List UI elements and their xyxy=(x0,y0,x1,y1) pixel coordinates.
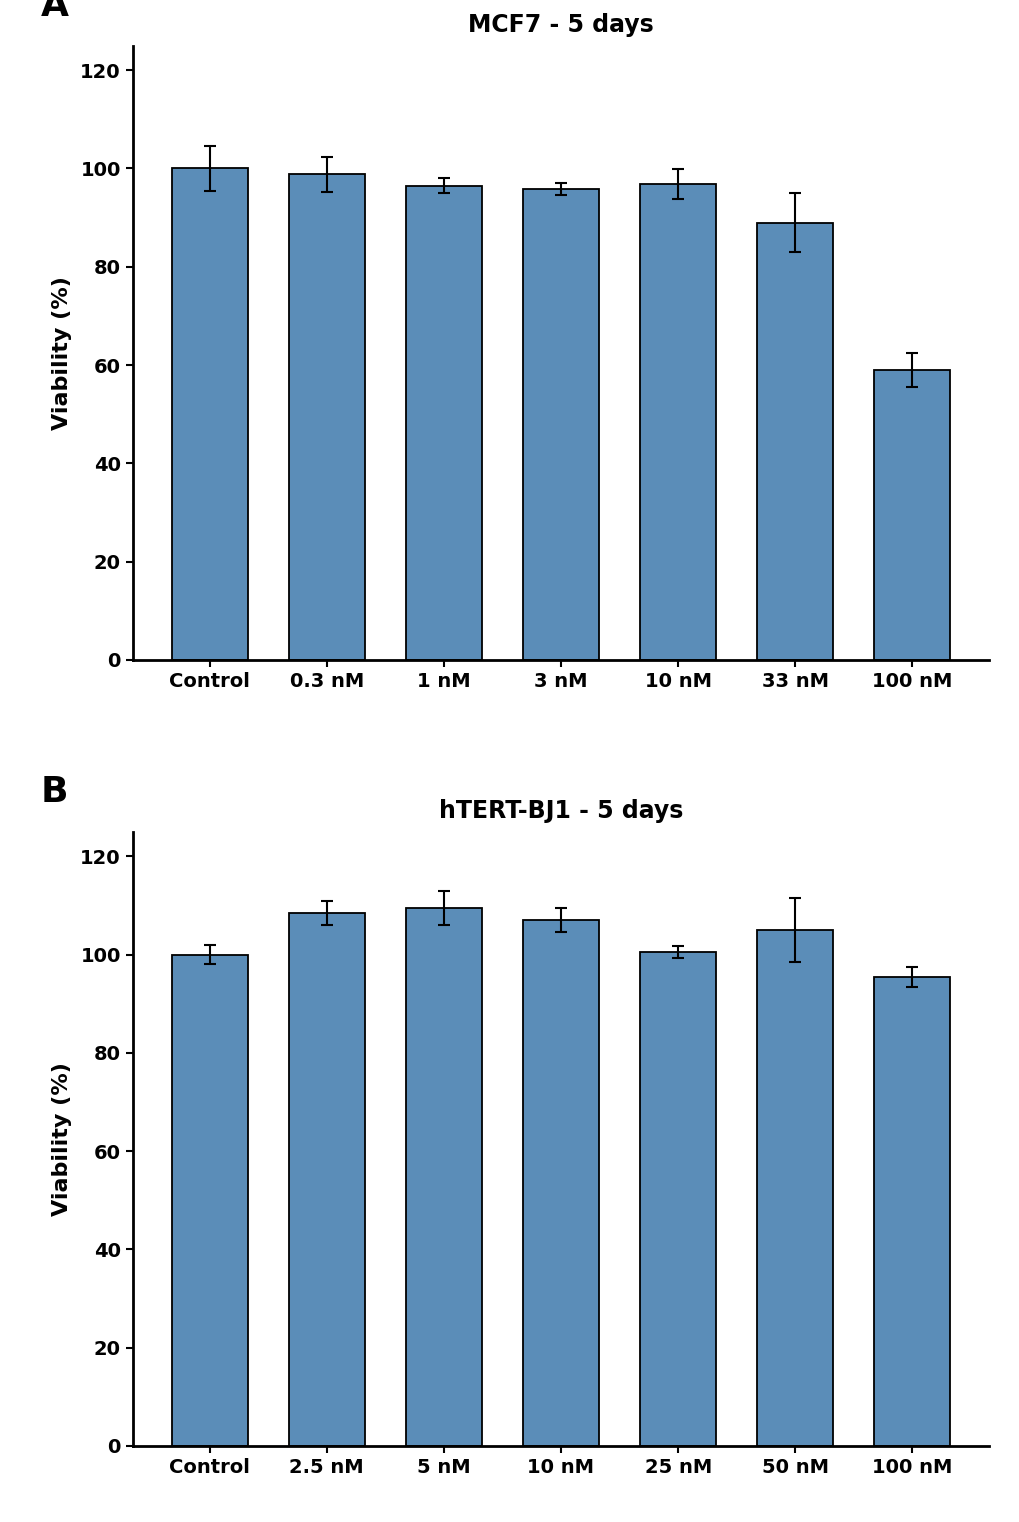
Y-axis label: Viability (%): Viability (%) xyxy=(52,1062,71,1216)
Text: B: B xyxy=(41,775,68,808)
Bar xyxy=(756,222,833,661)
Bar xyxy=(640,184,715,661)
Bar xyxy=(406,909,481,1446)
Title: hTERT-BJ1 - 5 days: hTERT-BJ1 - 5 days xyxy=(438,799,683,823)
Bar xyxy=(171,954,248,1446)
Bar xyxy=(523,189,598,661)
Bar xyxy=(640,953,715,1446)
Y-axis label: Viability (%): Viability (%) xyxy=(52,275,71,429)
Bar xyxy=(171,169,248,661)
Bar xyxy=(288,913,365,1446)
Text: A: A xyxy=(41,0,68,23)
Bar xyxy=(406,186,481,661)
Bar xyxy=(288,175,365,661)
Bar xyxy=(873,977,950,1446)
Title: MCF7 - 5 days: MCF7 - 5 days xyxy=(468,12,653,37)
Bar xyxy=(756,930,833,1446)
Bar xyxy=(523,921,598,1446)
Bar xyxy=(873,370,950,661)
